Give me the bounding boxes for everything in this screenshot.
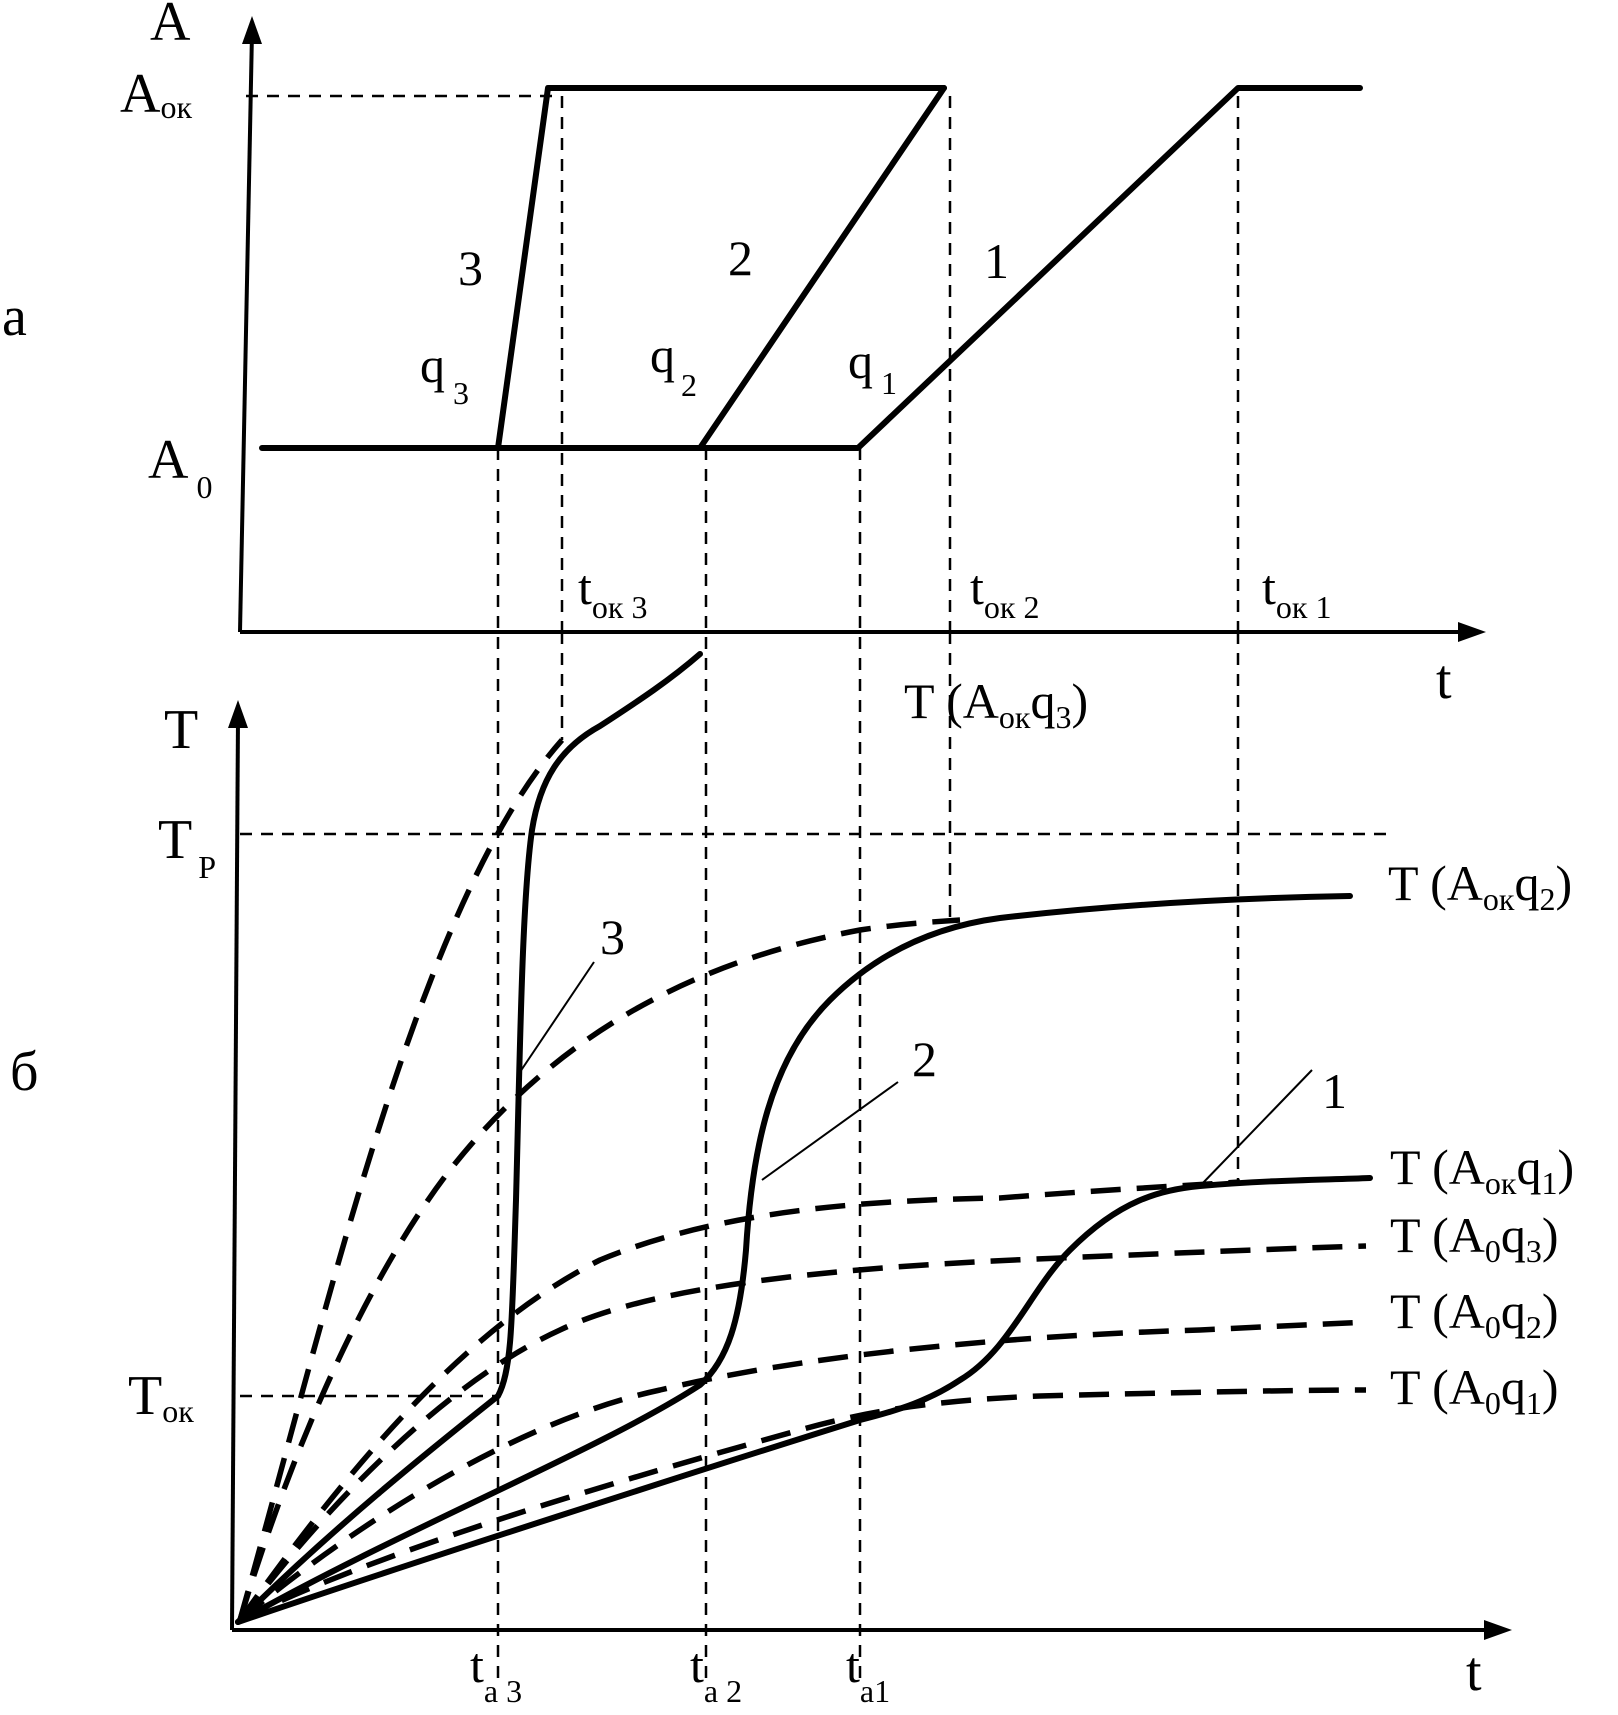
a-curve-3-number: 3: [458, 240, 483, 296]
b-level-tok: Tок: [128, 1365, 194, 1429]
a-y-axis: [238, 31, 254, 633]
b-y-axis: [230, 717, 240, 1631]
b-time-ta3: ta 3: [470, 1637, 522, 1709]
linking-guides: [496, 448, 1240, 1686]
dash-curve-a0-q3: [237, 1243, 1367, 1622]
panel-a-label: а: [2, 286, 27, 348]
a-rate-q2: q2: [650, 327, 697, 403]
b-curve-3-number: 3: [600, 909, 625, 965]
label-t-a0-q2: T (A0q2): [1390, 1283, 1559, 1345]
b-curve-2-number: 2: [912, 1031, 937, 1087]
b-x-axis-arrowhead: [1484, 1620, 1512, 1640]
dash-curve-aok-q2: [237, 917, 961, 1621]
a-curve-1: [259, 85, 1363, 451]
b-curve-3: [235, 651, 703, 1625]
b-curve-1: [235, 1175, 1373, 1625]
a-curve-1-number: 1: [984, 233, 1009, 289]
b-time-ta1: ta1: [846, 1637, 890, 1709]
b-curve-1-number: 1: [1322, 1063, 1347, 1119]
panel-b-label: б: [10, 1041, 39, 1103]
a-level-aok: Aок: [120, 63, 192, 125]
b-curve-3-leader: [519, 961, 595, 1073]
dash-curve-aok-q1: [237, 1179, 1241, 1622]
a-curve-2: [697, 85, 947, 451]
b-curve-1-leader: [1199, 1069, 1313, 1187]
a-time-tok2: tок 2: [970, 559, 1039, 625]
b-x-axis-label: t: [1466, 1641, 1482, 1703]
b-curve-2: [235, 893, 1353, 1625]
label-t-a0-q1: T (A0q1): [1390, 1359, 1559, 1421]
a-y-axis-label: A: [150, 0, 191, 53]
label-t-a0-q3: T (A0q3): [1390, 1207, 1559, 1269]
label-t-aok-q1: T (Aокq1): [1390, 1139, 1574, 1201]
dash-curve-aok-q3: [237, 738, 565, 1621]
a-curve-2-number: 2: [728, 230, 753, 286]
a-x-axis-label: t: [1436, 649, 1452, 711]
dash-curve-a0-q2: [238, 1319, 1367, 1623]
dash-curve-a0-q1: [238, 1387, 1367, 1623]
a-time-tok1: tок 1: [1262, 559, 1331, 625]
a-curve-3: [495, 85, 947, 451]
a-time-tok3: tок 3: [578, 559, 647, 625]
label-t-aok-q2: T (Aокq2): [1388, 855, 1572, 917]
b-y-axis-label: T: [164, 699, 198, 761]
a-y-axis-arrowhead: [242, 16, 262, 44]
b-y-axis-arrowhead: [228, 700, 248, 728]
b-time-ta2: ta 2: [690, 1637, 742, 1709]
label-t-aok-q3: T (Aокq3): [904, 673, 1088, 735]
b-curve-2-leader: [761, 1081, 899, 1181]
a-x-axis-arrowhead: [1458, 622, 1486, 642]
